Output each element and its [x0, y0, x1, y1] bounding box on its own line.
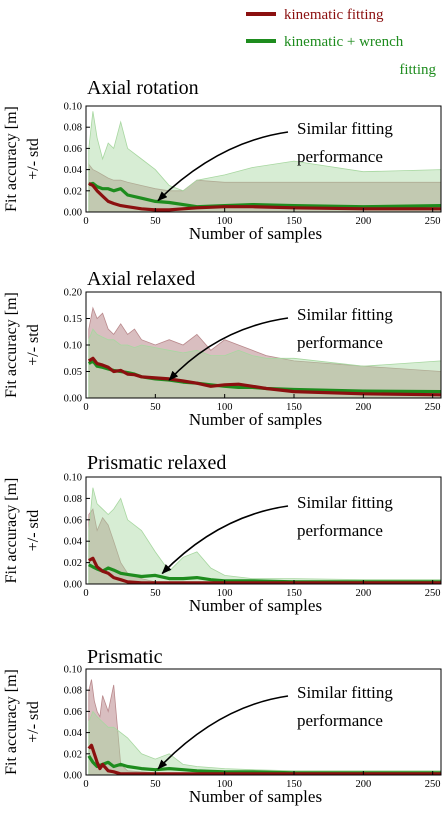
x-tick-label: 200 — [355, 402, 371, 413]
y-tick-label: 0.05 — [64, 367, 82, 378]
x-tick-label: 250 — [425, 216, 441, 227]
y-tick-label: 0.15 — [64, 314, 82, 325]
y-axis-label-line1: Fit accuracy [m] — [3, 669, 20, 775]
y-tick-label: 0.10 — [64, 341, 82, 352]
x-tick-label: 50 — [150, 779, 161, 790]
x-axis-label: Number of samples — [189, 410, 322, 429]
series-line-kinematic — [88, 181, 441, 212]
chart-title: Prismatic relaxed — [87, 452, 226, 474]
y-tick-label: 0.04 — [64, 728, 83, 739]
x-tick-label: 150 — [286, 216, 302, 227]
x-axis-label: Number of samples — [189, 787, 322, 806]
annotation-text-line1: Similar fitting — [297, 305, 393, 324]
chart-panel-4: 0 50 100 150 200 250 0.00 0.02 0.04 0.06 0.08 0.10 P… — [3, 646, 442, 806]
legend-label-wrench-line1: kinematic + wrench — [284, 34, 404, 50]
y-tick-label: 0.20 — [64, 288, 82, 299]
y-axis-label-line1: Fit accuracy [m] — [3, 478, 20, 584]
y-tick-label: 0.00 — [64, 208, 82, 219]
x-tick-label: 0 — [83, 588, 88, 599]
std-band-wrench — [88, 710, 441, 775]
x-tick-label: 50 — [150, 588, 161, 599]
annotation-text-line1: Similar fitting — [297, 493, 393, 512]
plot-frame — [85, 476, 442, 585]
chart-title: Prismatic — [87, 646, 163, 668]
x-tick-label: 150 — [286, 588, 302, 599]
series-line-kinematic — [87, 356, 441, 397]
y-tick-label: 0.10 — [64, 473, 82, 484]
annotation-arrow — [157, 131, 289, 202]
x-tick-label: 50 — [150, 216, 161, 227]
std-band-wrench — [88, 111, 441, 212]
y-axis-label-line1: Fit accuracy [m] — [3, 292, 20, 398]
y-tick-label: 0.00 — [64, 580, 82, 591]
y-tick-label: 0.06 — [64, 515, 82, 526]
y-tick-label: 0.10 — [64, 665, 82, 676]
y-axis-label-line2: +/- std — [25, 138, 42, 179]
x-tick-label: 0 — [83, 216, 88, 227]
x-tick-label: 150 — [286, 779, 302, 790]
y-tick-label: 0.02 — [64, 186, 82, 197]
x-tick-label: 250 — [425, 588, 441, 599]
annotation-text-line2: performance — [297, 521, 383, 540]
series-line-kinematic — [87, 743, 441, 775]
x-tick-label: 0 — [83, 779, 88, 790]
x-tick-label: 100 — [217, 779, 233, 790]
y-tick-label: 0.02 — [64, 558, 82, 569]
y-axis-label-line2: +/- std — [25, 701, 42, 742]
y-tick-label: 0.04 — [64, 537, 83, 548]
legend: kinematic fitting kinematic + wrench fit… — [246, 7, 436, 78]
y-tick-label: 0.08 — [64, 686, 82, 697]
annotation-text-line1: Similar fitting — [297, 119, 393, 138]
y-tick-label: 0.10 — [64, 102, 82, 113]
annotation-text-line2: performance — [297, 147, 383, 166]
y-tick-label: 0.02 — [64, 749, 82, 760]
x-axis-label: Number of samples — [189, 596, 322, 615]
y-axis-label-line1: Fit accuracy [m] — [3, 106, 20, 212]
plot-frame — [85, 668, 442, 776]
chart-panel-3: 0 50 100 150 200 250 0.00 0.02 0.04 0.06 0.08 0.10 P… — [3, 452, 442, 615]
plot-area — [87, 679, 441, 775]
y-axis-label-line2: +/- std — [25, 510, 42, 551]
y-tick-label: 0.08 — [64, 123, 82, 134]
std-band-kinematic — [88, 679, 441, 775]
annotation-text-line2: performance — [297, 711, 383, 730]
plot-area — [88, 111, 441, 212]
chart-panel-2: 0 50 100 150 200 250 0.00 0.05 0.10 0.15 0.20 Axial… — [3, 268, 442, 429]
x-axis-label: Number of samples — [189, 224, 322, 243]
x-tick-label: 250 — [425, 402, 441, 413]
annotation-text-line1: Similar fitting — [297, 683, 393, 702]
y-tick-label: 0.00 — [64, 771, 82, 782]
x-tick-label: 100 — [217, 588, 233, 599]
y-axis-label-line2: +/- std — [25, 324, 42, 365]
plot-frame — [85, 105, 442, 213]
annotation-text-line2: performance — [297, 333, 383, 352]
x-tick-label: 100 — [217, 216, 233, 227]
std-band-kinematic — [88, 163, 441, 212]
chart-title: Axial relaxed — [87, 268, 195, 290]
x-tick-label: 250 — [425, 779, 441, 790]
panels: 0 50 100 150 200 250 0.00 0.02 0.04 0.06 0.08 0.10 A… — [3, 77, 442, 806]
y-tick-label: 0.08 — [64, 494, 82, 505]
annotation-arrow — [157, 695, 289, 770]
y-tick-label: 0.00 — [64, 394, 82, 405]
x-tick-label: 200 — [355, 588, 371, 599]
annotation-arrow — [168, 317, 289, 381]
legend-label-wrench-line2: fitting — [399, 62, 436, 78]
x-tick-label: 50 — [150, 402, 161, 413]
annotation-arrow — [161, 505, 289, 575]
x-tick-label: 150 — [286, 402, 302, 413]
series-line-wrench — [88, 181, 441, 209]
x-tick-label: 200 — [355, 779, 371, 790]
y-tick-label: 0.06 — [64, 707, 82, 718]
x-tick-label: 100 — [217, 402, 233, 413]
x-tick-label: 200 — [355, 216, 371, 227]
legend-label-kinematic: kinematic fitting — [284, 7, 384, 23]
std-band-kinematic — [88, 508, 441, 584]
y-tick-label: 0.04 — [64, 165, 83, 176]
chart-title: Axial rotation — [87, 77, 199, 99]
chart-panel-1: 0 50 100 150 200 250 0.00 0.02 0.04 0.06 0.08 0.10 A… — [3, 77, 442, 243]
x-tick-label: 0 — [83, 402, 88, 413]
y-tick-label: 0.06 — [64, 144, 82, 155]
